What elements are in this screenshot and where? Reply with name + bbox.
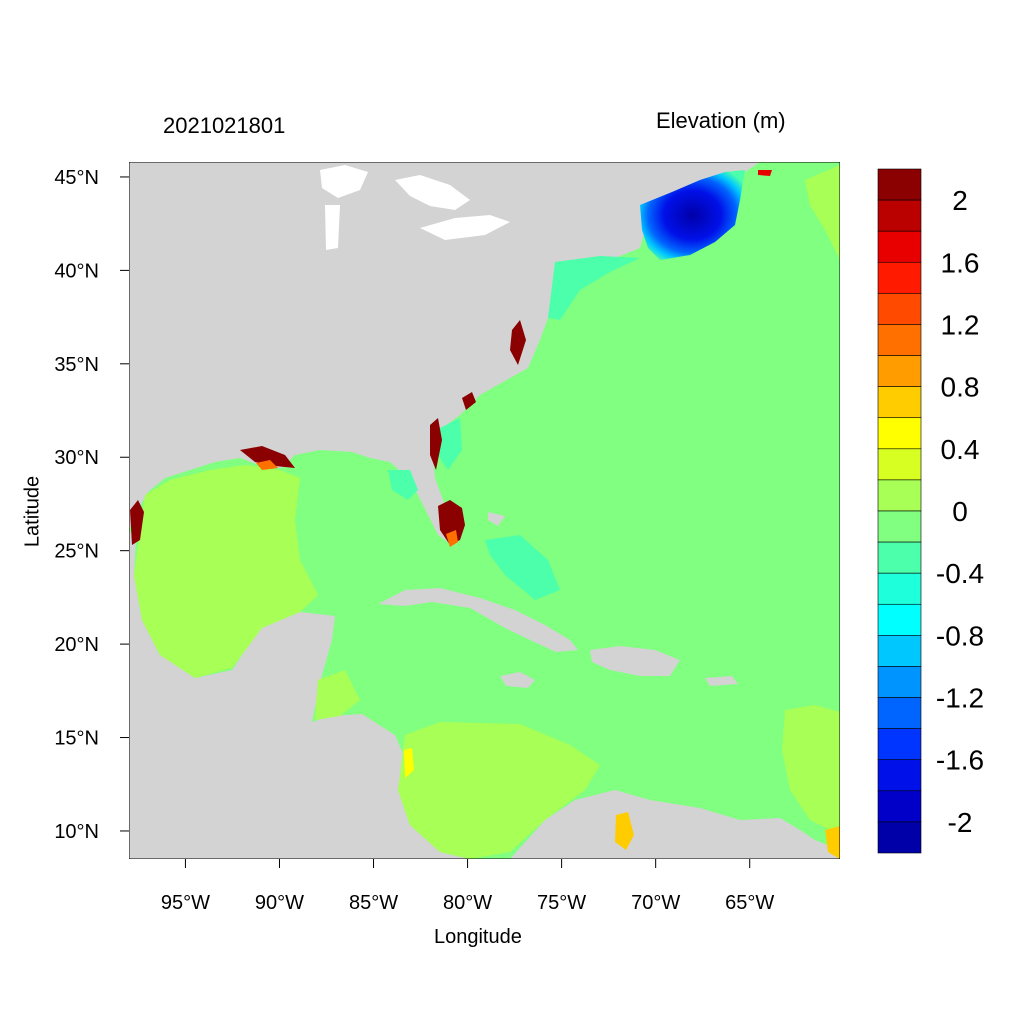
caribbean-shelf-region <box>398 722 600 859</box>
florida-keys-island <box>488 512 505 526</box>
y-tick-label: 20°N <box>54 634 99 656</box>
colorbar-label: 1.6 <box>941 247 980 278</box>
colorbar-swatch <box>877 572 922 605</box>
y-tick-label: 15°N <box>54 728 99 750</box>
date-label: 2021021801 <box>163 113 286 138</box>
colorbar-swatch <box>877 230 922 263</box>
y-tick-label: 25°N <box>54 541 99 563</box>
x-axis-title: Longitude <box>434 926 522 948</box>
colorbar <box>877 168 922 854</box>
positive-surge-louisiana <box>240 446 295 468</box>
colorbar-swatch <box>877 386 922 419</box>
x-tick-label: 80°W <box>443 892 492 914</box>
y-tick-label: 35°N <box>54 354 99 376</box>
colorbar-label: 0 <box>952 496 968 527</box>
puerto-rico-island <box>705 676 738 686</box>
colorbar-swatch <box>877 603 922 636</box>
colorbar-labels: 2 1.6 1.2 0.8 0.4 0 -0.4 -0.8 -1.2 -1.6 -2 <box>936 185 984 838</box>
colorbar-swatch <box>877 293 922 325</box>
mexico-central-america-land <box>129 530 470 859</box>
colorbar-swatch <box>877 510 922 543</box>
colorbar-label: -0.4 <box>936 558 984 589</box>
x-tick-label: 75°W <box>537 892 586 914</box>
variable-label: Elevation (m) <box>656 108 786 133</box>
x-tick-label: 90°W <box>255 892 304 914</box>
colorbar-label: 2 <box>952 185 968 216</box>
bahamas-bank-region <box>485 535 560 600</box>
negative-surge-region <box>640 170 745 260</box>
positive-surge-trinidad <box>825 826 840 859</box>
colorbar-swatch <box>877 324 922 356</box>
positive-surge-venezuela <box>615 812 634 850</box>
x-axis: 95°W 90°W 85°W 80°W 75°W 70°W 65°W <box>161 859 774 914</box>
colorbar-swatch <box>877 261 922 294</box>
x-tick-label: 95°W <box>161 892 210 914</box>
colorbar-label: 0.8 <box>941 372 980 403</box>
colorbar-swatch <box>877 790 922 823</box>
colorbar-swatch <box>877 697 922 729</box>
west-florida-shelf-region <box>388 418 462 500</box>
colorbar-swatch <box>877 541 922 574</box>
colorbar-swatch <box>877 821 922 854</box>
y-tick-label: 45°N <box>54 167 99 189</box>
colorbar-label: -2 <box>948 807 973 838</box>
colorbar-swatch <box>877 168 922 201</box>
colorbar-swatch <box>877 479 922 512</box>
map-panel <box>129 162 840 859</box>
colorbar-label: 0.4 <box>941 434 980 465</box>
x-tick-label: 85°W <box>349 892 398 914</box>
y-tick-label: 10°N <box>54 821 99 843</box>
x-tick-label: 65°W <box>725 892 774 914</box>
colorbar-label: -1.2 <box>936 683 984 714</box>
colorbar-swatch <box>877 728 922 761</box>
hispaniola-island <box>590 646 680 676</box>
cuba-island <box>378 588 578 652</box>
positive-surge-maine <box>758 170 772 176</box>
colorbar-label: 1.2 <box>941 309 980 340</box>
colorbar-label: -0.8 <box>936 620 984 651</box>
y-axis: 45°N 40°N 35°N 30°N 25°N 20°N 15°N 10°N <box>54 167 129 843</box>
jamaica-island <box>500 672 535 688</box>
south-america-land <box>510 790 840 859</box>
colorbar-swatch <box>877 666 922 698</box>
midatlantic-bight-region <box>548 256 640 320</box>
lesser-antilles-shelf <box>782 705 840 835</box>
positive-surge-texas <box>130 500 144 545</box>
x-tick-label: 70°W <box>631 892 680 914</box>
colorbar-swatch <box>877 199 922 232</box>
colorbar-swatch <box>877 635 922 667</box>
colorbar-swatch <box>877 448 922 481</box>
great-lakes-water <box>320 165 510 250</box>
y-tick-label: 30°N <box>54 447 99 469</box>
positive-surge-louisiana-orange <box>256 460 278 470</box>
positive-surge-florida <box>438 500 465 545</box>
colorbar-swatch <box>877 355 922 387</box>
y-axis-title: Latitude <box>21 475 44 548</box>
positive-surge-east-coast <box>430 320 526 470</box>
east-atlantic-shelf <box>805 165 840 260</box>
positive-surge-florida-core <box>446 530 458 547</box>
y-tick-label: 40°N <box>54 260 99 282</box>
positive-surge-honduras <box>404 748 414 778</box>
colorbar-swatch <box>877 417 922 450</box>
yucatan-shelf <box>315 670 360 720</box>
colorbar-swatch <box>877 759 922 792</box>
gulf-shelf-region <box>134 465 318 678</box>
colorbar-label: -1.6 <box>936 745 984 776</box>
